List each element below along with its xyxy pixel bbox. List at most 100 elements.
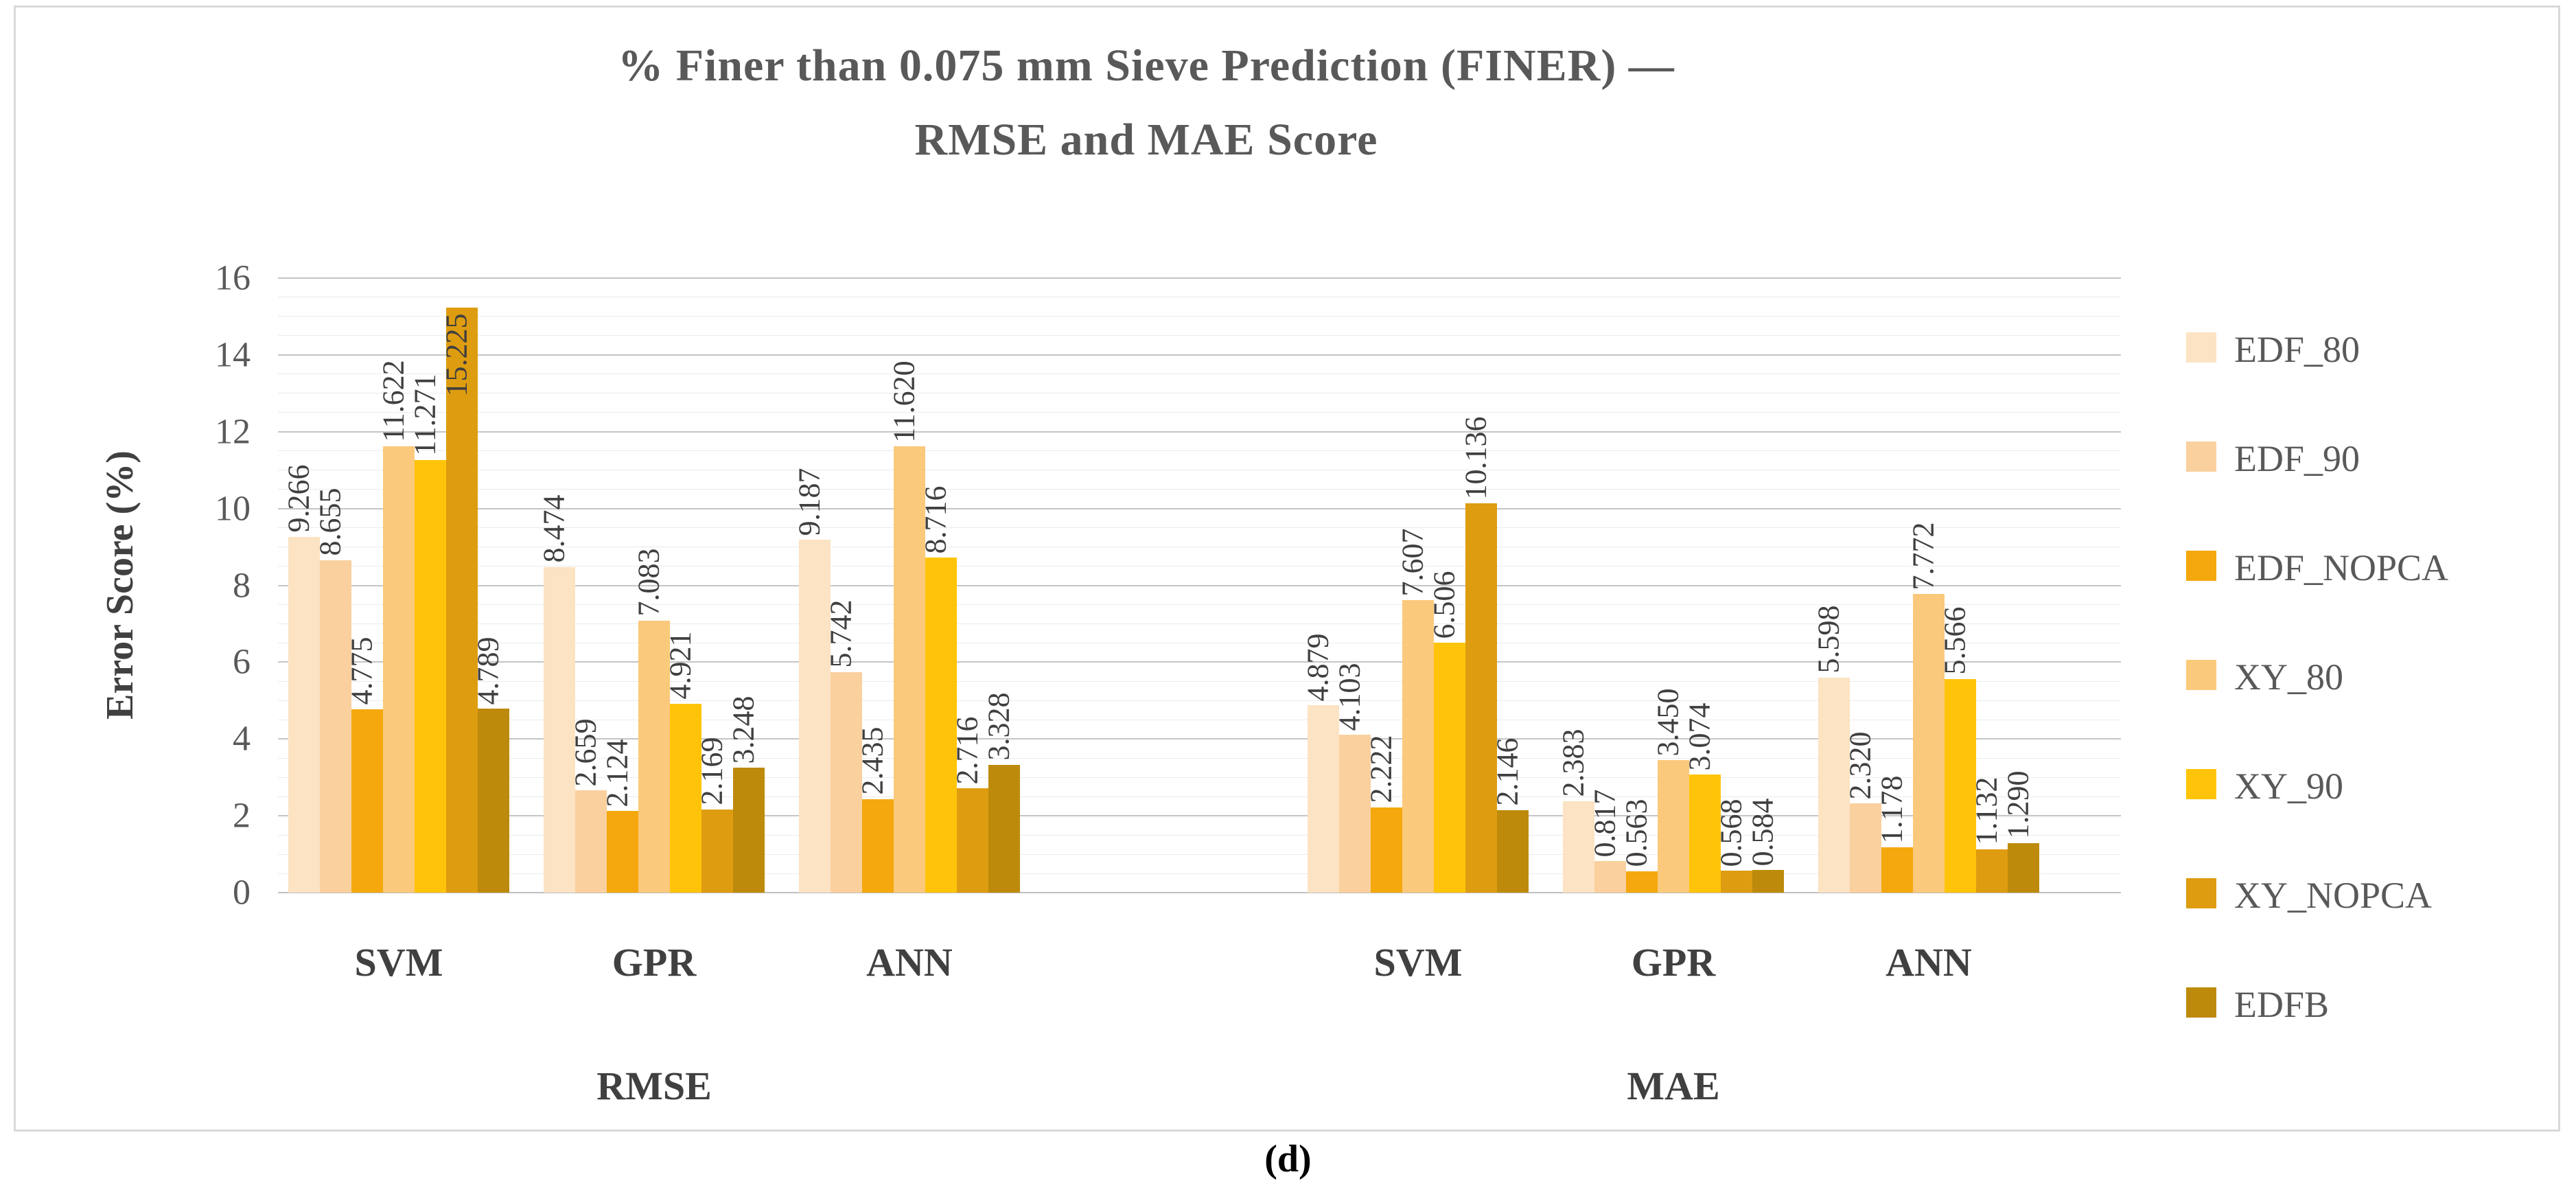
bar-value-label: 7.607 (1395, 528, 1430, 597)
y-tick-label: 10 (215, 489, 251, 529)
bar-value-label: 2.659 (568, 718, 603, 787)
bar-value-label: 3.248 (726, 696, 761, 764)
category-label-mae-svm: SVM (1373, 940, 1463, 985)
bar-xy_80-rmse-svm (383, 446, 415, 893)
bar-value-label: 2.124 (600, 739, 634, 807)
gridline-minor (278, 777, 2121, 778)
gridline-minor (278, 604, 2121, 605)
bar-edf_90-rmse-ann (831, 672, 862, 893)
gridline-major (278, 584, 2121, 586)
bar-value-label: 2.435 (855, 726, 890, 795)
bar-edf_80-mae-gpr (1563, 801, 1594, 893)
bar-edf_80-rmse-gpr (544, 566, 575, 893)
y-tick-label: 14 (215, 335, 251, 375)
category-label-rmse-svm: SVM (354, 940, 443, 985)
bar-xy_90-rmse-svm (415, 459, 446, 893)
gridline-minor (278, 316, 2121, 317)
bar-value-label: 2.146 (1490, 737, 1524, 806)
bar-value-label: 0.817 (1588, 789, 1622, 858)
legend-label-edfb: EDFB (2234, 984, 2330, 1025)
y-tick-label: 16 (215, 258, 251, 298)
bar-value-label: 10.136 (1459, 416, 1493, 500)
bar-xy_nopca-rmse-ann (957, 788, 988, 893)
bar-value-label: 11.620 (887, 360, 921, 443)
legend-label-xy_90: XY_90 (2234, 766, 2343, 807)
bar-value-label: 2.320 (1843, 731, 1877, 800)
bar-edf_80-rmse-ann (799, 540, 831, 893)
bar-xy_nopca-mae-ann (1976, 849, 2008, 893)
bar-edfb-rmse-svm (478, 709, 509, 893)
bar-xy_90-rmse-gpr (670, 703, 701, 893)
bar-value-label: 4.103 (1332, 663, 1367, 731)
legend-swatch-edfb (2186, 987, 2216, 1018)
gridline-minor (278, 834, 2121, 836)
bar-xy_80-mae-ann (1913, 594, 1945, 893)
gridline-minor (278, 623, 2121, 624)
legend-label-edf_90: EDF_90 (2234, 438, 2360, 479)
bar-edf_nopca-mae-svm (1371, 807, 1402, 893)
bar-value-label: 8.655 (313, 488, 347, 556)
bar-value-label: 8.716 (918, 485, 953, 554)
bar-xy_90-mae-gpr (1689, 775, 1721, 893)
bar-value-label: 2.169 (695, 737, 729, 805)
bar-edf_80-rmse-svm (288, 536, 320, 893)
bar-edfb-mae-svm (1497, 810, 1529, 893)
gridline-major (278, 738, 2121, 740)
gridline-major (278, 277, 2121, 279)
gridline-minor (278, 335, 2121, 336)
bar-value-label: 5.742 (824, 599, 858, 668)
legend-swatch-xy_90 (2186, 769, 2216, 799)
bar-edf_nopca-rmse-ann (862, 799, 894, 893)
section-label-rmse: RMSE (596, 1064, 712, 1108)
bar-xy_nopca-mae-svm (1465, 503, 1497, 893)
bar-edf_90-mae-svm (1339, 735, 1371, 893)
bar-value-label: 4.879 (1301, 633, 1335, 702)
gridline-minor (278, 680, 2121, 682)
bar-xy_80-mae-gpr (1658, 760, 1689, 893)
bar-edfb-mae-ann (2008, 842, 2039, 893)
legend-swatch-xy_80 (2186, 660, 2216, 690)
bar-xy_nopca-rmse-gpr (701, 809, 733, 893)
category-label-rmse-ann: ANN (866, 940, 953, 985)
gridline-minor (278, 527, 2121, 529)
bar-value-label: 3.450 (1651, 688, 1685, 757)
gridline-minor (278, 853, 2121, 855)
bar-value-label: 3.074 (1682, 702, 1717, 771)
category-label-rmse-gpr: GPR (612, 940, 697, 985)
category-label-mae-ann: ANN (1885, 940, 1972, 985)
x-axis-line (278, 892, 2121, 893)
bar-edf_90-mae-gpr (1594, 861, 1626, 893)
gridline-minor (278, 757, 2121, 759)
bar-value-label: 9.266 (281, 464, 316, 533)
legend-label-edf_80: EDF_80 (2234, 329, 2360, 370)
y-tick-label: 4 (233, 719, 251, 759)
bar-edf_nopca-rmse-gpr (607, 811, 638, 893)
bar-edf_nopca-rmse-svm (351, 709, 383, 893)
legend-swatch-xy_nopca (2186, 878, 2216, 908)
bar-edfb-rmse-ann (988, 764, 1020, 893)
legend-swatch-edf_nopca (2186, 551, 2216, 581)
chart-title-line-2: RMSE and MAE Score (914, 115, 1378, 165)
bar-value-label: 11.622 (376, 360, 410, 443)
bar-value-label: 2.383 (1556, 729, 1590, 797)
bar-value-label: 6.506 (1427, 571, 1461, 639)
bar-value-label: 7.083 (631, 548, 666, 617)
y-tick-label: 8 (233, 566, 251, 605)
bar-value-label: 0.563 (1619, 799, 1653, 867)
gridline-minor (278, 873, 2121, 874)
legend-label-edf_nopca: EDF_NOPCA (2234, 547, 2449, 588)
bar-value-label: 4.775 (345, 637, 379, 705)
y-tick-label: 12 (215, 412, 251, 452)
category-label-mae-gpr: GPR (1631, 940, 1716, 985)
bar-xy_80-mae-svm (1402, 600, 1434, 893)
bar-edf_80-mae-svm (1308, 705, 1339, 893)
bar-xy_90-mae-ann (1945, 678, 1976, 893)
y-tick-label: 0 (233, 873, 251, 913)
bar-value-label: 11.271 (408, 374, 442, 456)
legend-swatch-edf_90 (2186, 442, 2216, 472)
bar-xy_90-mae-svm (1434, 643, 1465, 893)
y-axis-title: Error Score (%) (99, 450, 141, 720)
bar-edf_nopca-mae-gpr (1626, 871, 1658, 893)
bar-value-label: 0.584 (1745, 798, 1780, 867)
bar-edf_90-rmse-svm (320, 560, 351, 893)
